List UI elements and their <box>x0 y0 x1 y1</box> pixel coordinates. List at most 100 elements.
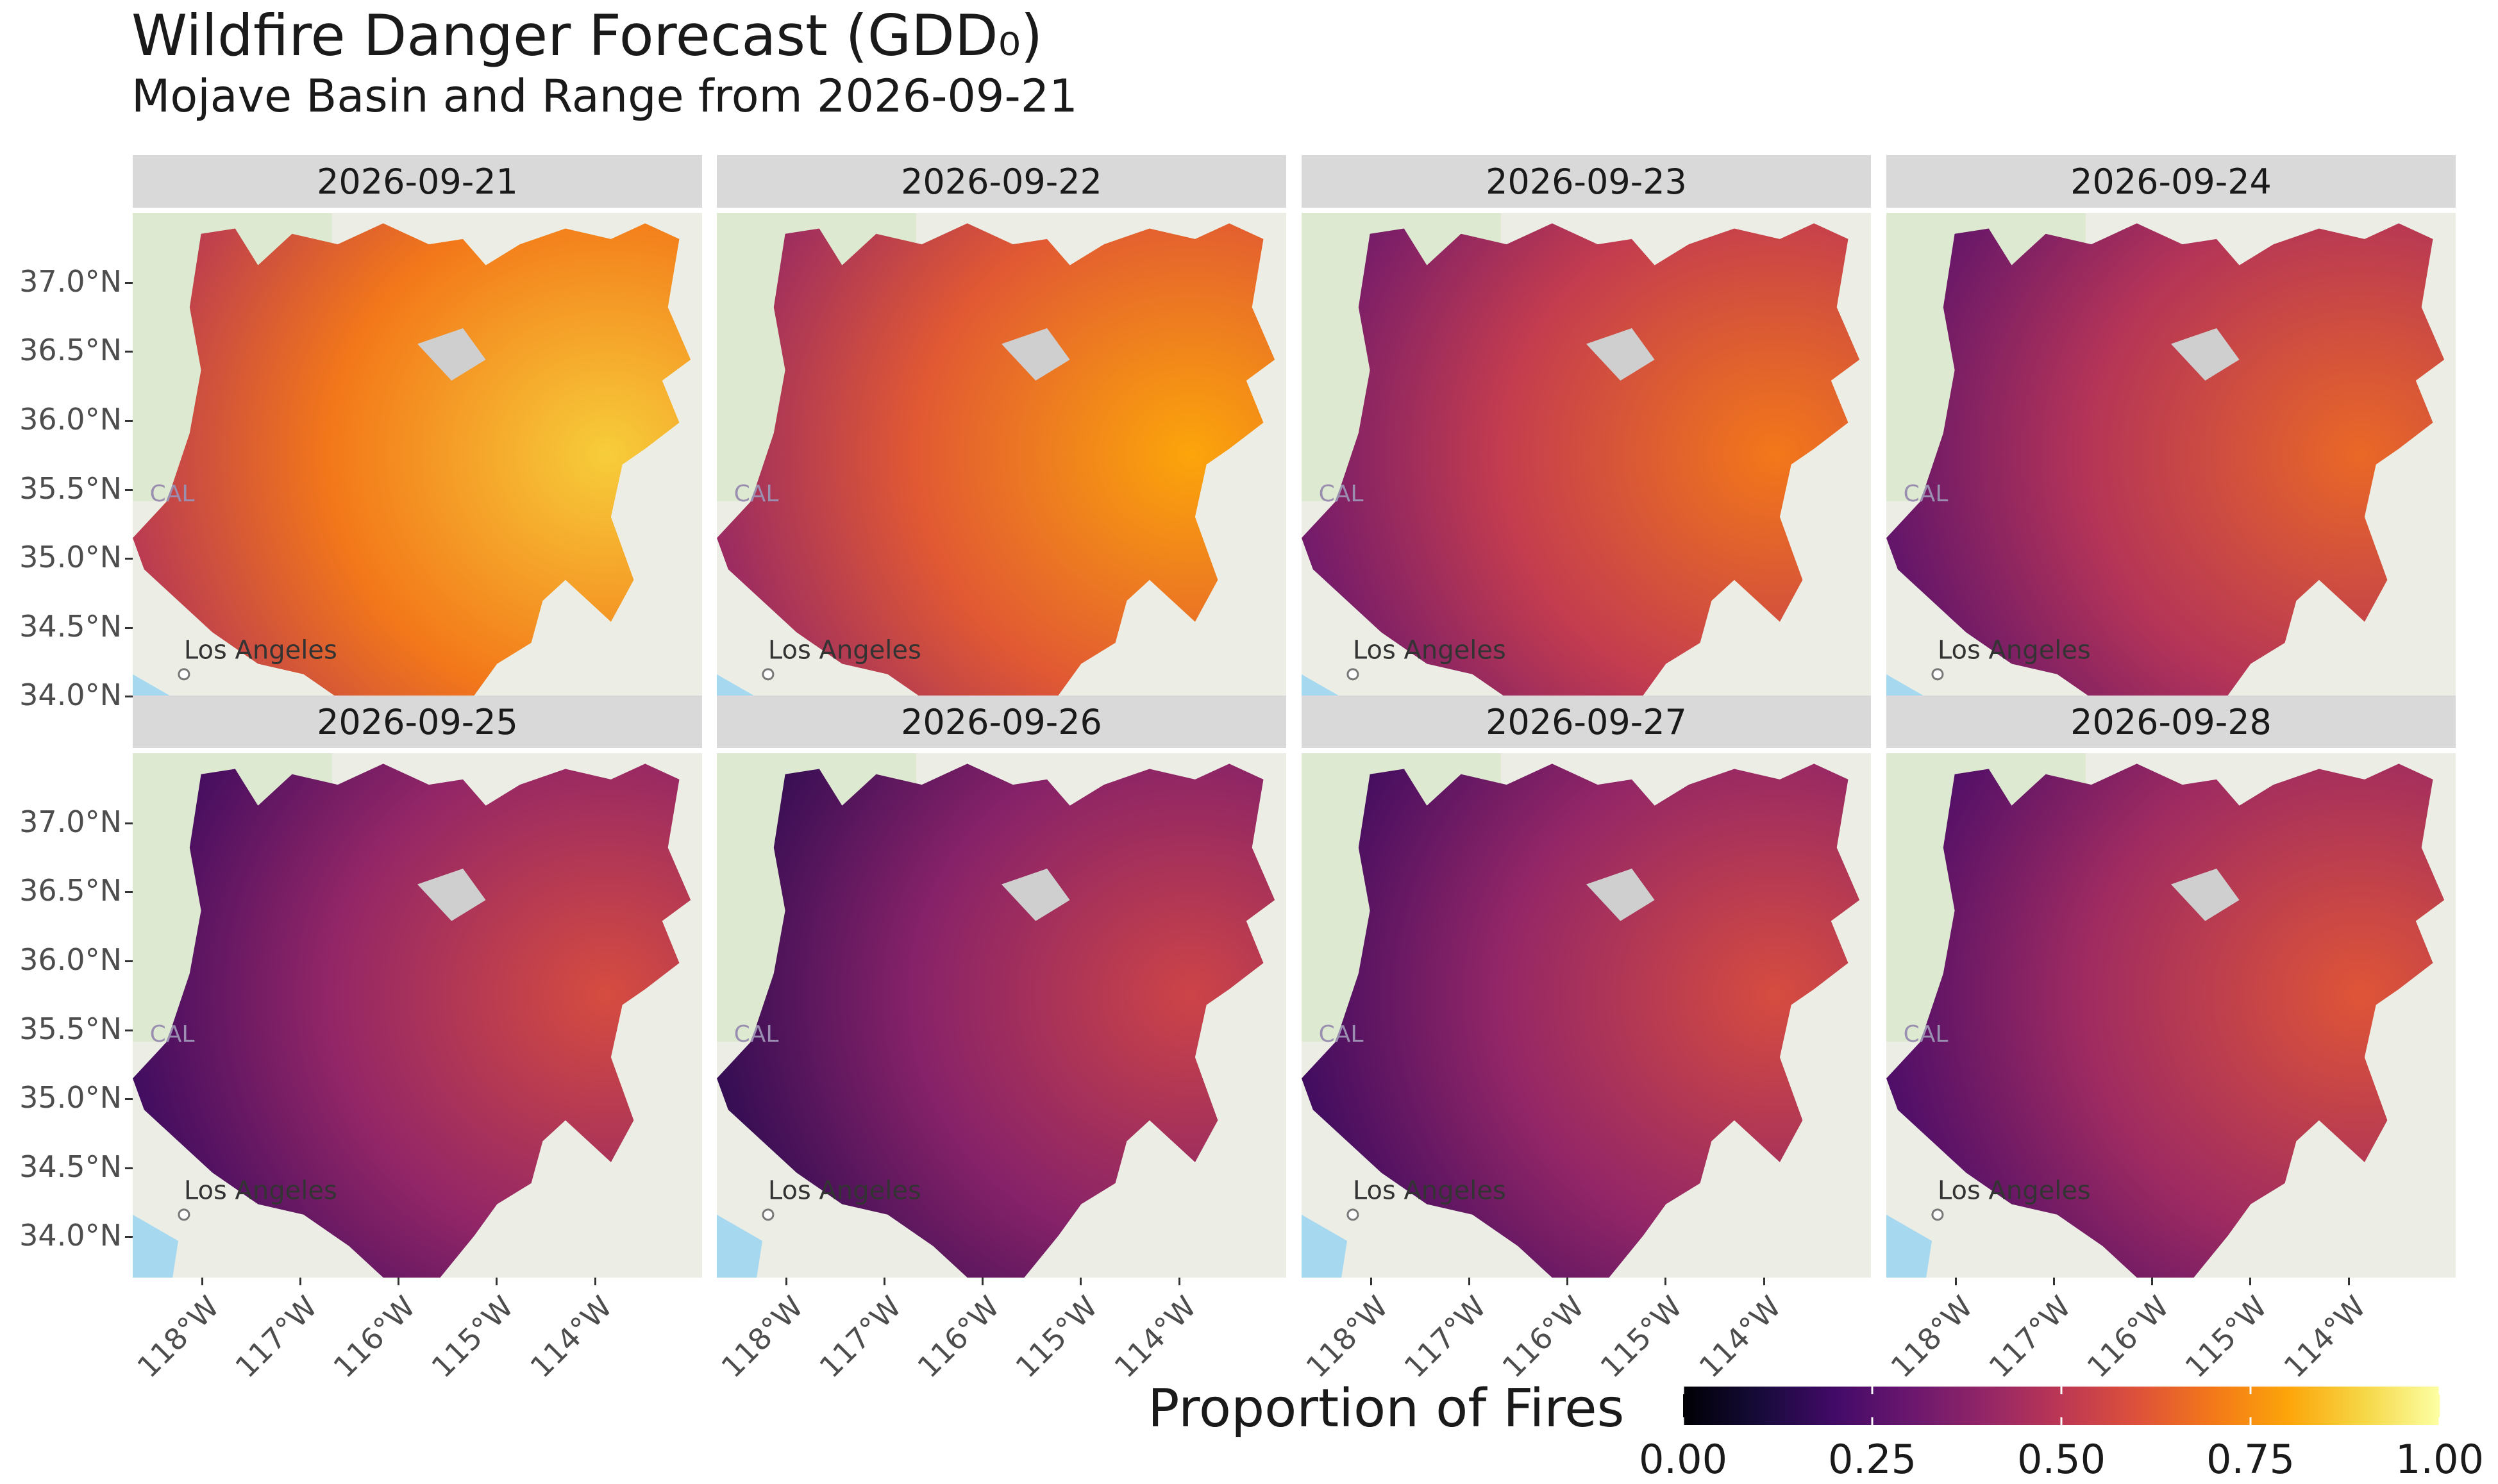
y-tick-label: 35.5°N <box>19 471 122 506</box>
facet-strip-2026-09-24: 2026-09-24 <box>1886 155 2456 208</box>
x-tick-label: 117°W <box>812 1289 909 1385</box>
x-tick-label: 116°W <box>910 1289 1007 1385</box>
fire-danger-region <box>1886 223 2445 737</box>
y-tick-label: 34.5°N <box>19 1149 122 1184</box>
legend-tick-label: 1.00 <box>2395 1436 2485 1483</box>
facet-map-2026-09-26: Los Angeles CAL <box>717 753 1286 1278</box>
y-tick-label: 35.5°N <box>19 1011 122 1046</box>
lake-mead-area <box>417 328 486 381</box>
facet-strip-2026-09-21: 2026-09-21 <box>133 155 702 208</box>
lake-mead-area <box>2171 328 2240 381</box>
x-tick-mark <box>1664 1278 1667 1285</box>
x-tick-label: 115°W <box>424 1289 521 1385</box>
facet-strip-2026-09-26: 2026-09-26 <box>717 696 1286 748</box>
fire-danger-region <box>717 223 1275 737</box>
facet-map-2026-09-27: Los Angeles CAL <box>1302 753 1871 1278</box>
lake-mead-area <box>1002 868 1070 921</box>
city-marker <box>178 1208 190 1221</box>
city-label: Los Angeles <box>1938 1176 2091 1205</box>
fire-danger-region <box>1302 223 1860 737</box>
y-tick-mark <box>125 960 133 962</box>
facet-strip-2026-09-23: 2026-09-23 <box>1302 155 1871 208</box>
x-tick-label: 114°W <box>1692 1289 1788 1385</box>
fire-danger-region <box>717 763 1275 1278</box>
x-tick-label: 116°W <box>1495 1289 1591 1385</box>
y-tick-mark <box>125 891 133 894</box>
city-label: Los Angeles <box>768 635 921 665</box>
x-tick-mark <box>299 1278 302 1285</box>
city-marker <box>1931 1208 1944 1221</box>
state-label: CAL <box>150 481 195 507</box>
y-tick-label: 36.5°N <box>19 873 122 908</box>
facet-strip-2026-09-27: 2026-09-27 <box>1302 696 1871 748</box>
x-tick-mark <box>1178 1278 1180 1285</box>
facet-grid: 2026-09-21 Los Angeles CAL 37.0°N 36.5°N 36.0… <box>19 155 2456 1385</box>
lake-mead-area <box>1586 868 1655 921</box>
x-tick-label: 117°W <box>228 1289 324 1385</box>
y-tick-mark <box>125 488 133 491</box>
y-tick-label: 34.0°N <box>19 678 122 713</box>
y-tick-label: 34.0°N <box>19 1218 122 1253</box>
x-tick-mark <box>1370 1278 1373 1285</box>
x-tick-label: 114°W <box>523 1289 619 1385</box>
x-tick-mark <box>982 1278 984 1285</box>
city-marker <box>1346 1208 1359 1221</box>
y-tick-label: 36.0°N <box>19 401 122 437</box>
lake-mead-area <box>1002 328 1070 381</box>
y-tick-mark <box>125 696 133 698</box>
state-label: CAL <box>734 481 779 507</box>
x-tick-label: 116°W <box>2080 1289 2176 1385</box>
x-tick-mark <box>2053 1278 2056 1285</box>
legend-tick-label: 0.00 <box>1638 1436 1728 1483</box>
legend-tick-label: 0.25 <box>1827 1436 1917 1483</box>
x-tick-mark <box>1763 1278 1765 1285</box>
state-label: CAL <box>150 1021 195 1047</box>
facet-map-2026-09-25: Los Angeles CAL <box>133 753 702 1278</box>
fire-danger-region <box>133 223 691 737</box>
x-tick-label: 115°W <box>1593 1289 1689 1385</box>
y-tick-label: 36.0°N <box>19 942 122 977</box>
y-tick-label: 35.0°N <box>19 540 122 575</box>
lake-mead-area <box>417 868 486 921</box>
state-label: CAL <box>1319 481 1364 507</box>
y-tick-mark <box>125 1098 133 1101</box>
y-tick-label: 36.5°N <box>19 333 122 368</box>
facet-map-2026-09-28: Los Angeles CAL <box>1886 753 2456 1278</box>
ocean <box>717 1214 763 1278</box>
city-marker <box>1346 668 1359 681</box>
x-tick-label: 115°W <box>2178 1289 2274 1385</box>
x-tick-mark <box>594 1278 596 1285</box>
y-tick-mark <box>125 351 133 353</box>
y-tick-mark <box>125 626 133 629</box>
state-label: CAL <box>734 1021 779 1047</box>
y-tick-mark <box>125 558 133 560</box>
legend-title: Proportion of Fires <box>1148 1378 1625 1439</box>
x-tick-label: 117°W <box>1397 1289 1493 1385</box>
facet-map-2026-09-22: Los Angeles CAL <box>717 213 1286 737</box>
y-tick-mark <box>125 419 133 422</box>
y-tick-label: 35.0°N <box>19 1080 122 1115</box>
facet-map-2026-09-21: Los Angeles CAL <box>133 213 702 737</box>
x-tick-label: 117°W <box>1982 1289 2078 1385</box>
ocean <box>1886 1214 1932 1278</box>
y-tick-mark <box>125 1029 133 1031</box>
city-label: Los Angeles <box>1938 635 2091 665</box>
x-tick-mark <box>2347 1278 2350 1285</box>
legend-colorbar <box>1683 1387 2440 1425</box>
fire-danger-region <box>1886 763 2445 1278</box>
y-tick-label: 34.5°N <box>19 608 122 644</box>
legend-tick-label: 0.75 <box>2206 1436 2295 1483</box>
city-marker <box>178 668 190 681</box>
x-tick-label: 114°W <box>2277 1289 2372 1385</box>
x-tick-mark <box>1566 1278 1569 1285</box>
chart-subtitle: Mojave Basin and Range from 2026-09-21 <box>131 70 1078 122</box>
facet-strip-2026-09-25: 2026-09-25 <box>133 696 702 748</box>
x-tick-label: 114°W <box>1107 1289 1203 1385</box>
x-tick-mark <box>1955 1278 1957 1285</box>
x-tick-mark <box>785 1278 788 1285</box>
city-marker <box>762 1208 775 1221</box>
x-tick-label: 118°W <box>1884 1289 1980 1385</box>
fire-danger-region <box>1302 763 1860 1278</box>
city-label: Los Angeles <box>1353 635 1506 665</box>
lake-mead-area <box>2171 868 2240 921</box>
